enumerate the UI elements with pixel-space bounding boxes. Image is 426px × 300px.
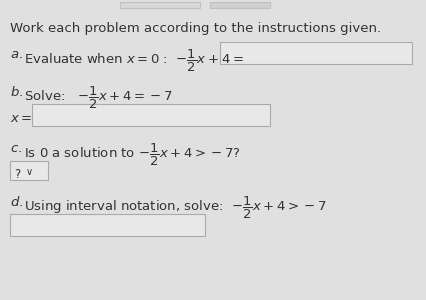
Text: Evaluate when $x = 0$ :  $-\dfrac{1}{2}x + 4 =$: Evaluate when $x = 0$ : $-\dfrac{1}{2}x … [24, 48, 243, 74]
Bar [210, 2, 269, 8]
Text: ∨: ∨ [26, 167, 33, 177]
Text: Using interval notation, solve:  $-\dfrac{1}{2}x + 4 > -7$: Using interval notation, solve: $-\dfrac… [24, 195, 326, 221]
Text: $a.$: $a.$ [10, 48, 23, 61]
Text: Work each problem according to the instructions given.: Work each problem according to the instr… [10, 22, 380, 35]
Bar [10, 214, 204, 236]
Text: $b.$: $b.$ [10, 85, 23, 99]
Text: ?: ? [14, 168, 20, 181]
Text: $x =$: $x =$ [10, 112, 32, 125]
Bar [219, 42, 411, 64]
Text: $c.$: $c.$ [10, 142, 22, 155]
Text: $d.$: $d.$ [10, 195, 23, 209]
Bar [120, 2, 199, 8]
Text: Is $0$ a solution to $-\dfrac{1}{2}x + 4 > -7$?: Is $0$ a solution to $-\dfrac{1}{2}x + 4… [24, 142, 240, 168]
Bar [32, 104, 269, 126]
Text: Solve:   $-\dfrac{1}{2}x + 4 = -7$: Solve: $-\dfrac{1}{2}x + 4 = -7$ [24, 85, 173, 111]
Bar [10, 161, 48, 180]
